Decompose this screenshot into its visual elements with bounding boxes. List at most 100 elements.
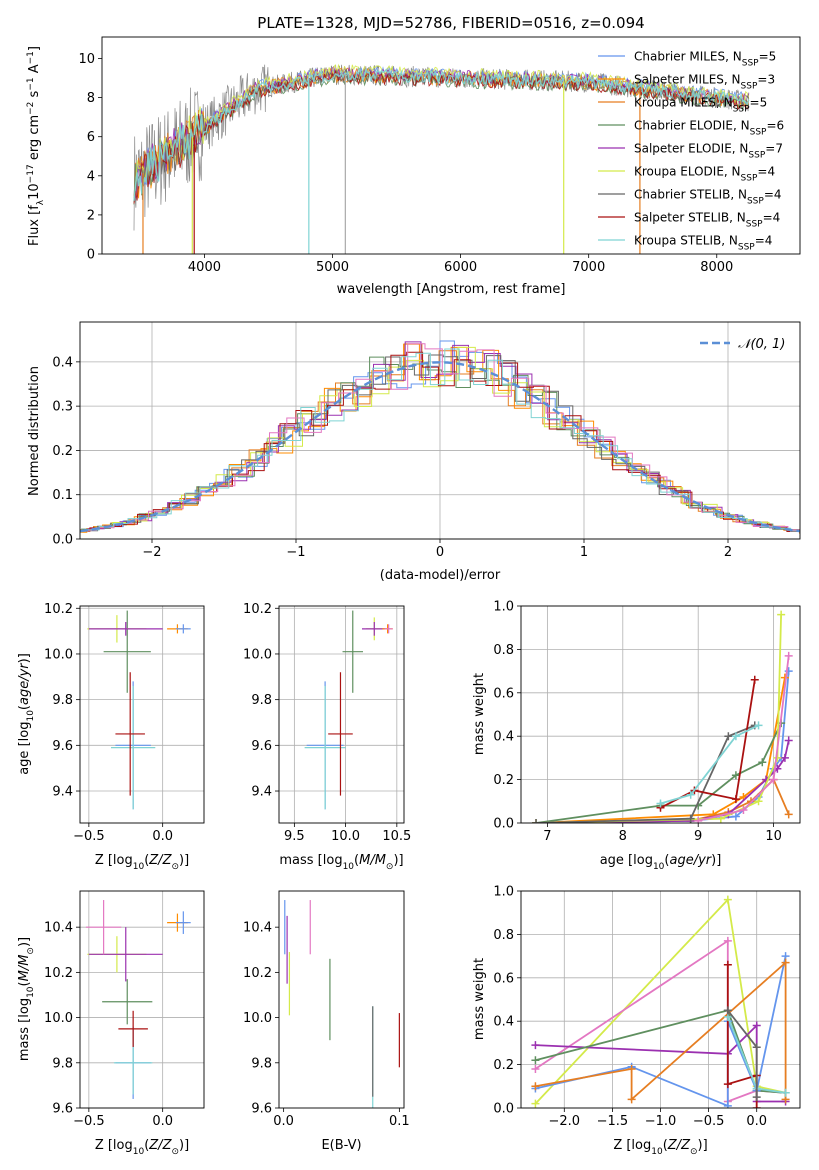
weight-marker — [781, 1088, 790, 1097]
x-tick-label: 2 — [724, 545, 732, 560]
weight-line — [660, 679, 756, 809]
weight-marker — [769, 775, 778, 784]
weight-series — [532, 610, 793, 823]
spectrum-lines — [133, 63, 750, 254]
y-tick-label: 0.0 — [493, 1102, 514, 1117]
residual-histogram — [80, 356, 800, 532]
weight-line — [726, 964, 758, 1108]
y-tick-label: 0.1 — [52, 488, 73, 503]
x-tick-label: 0.0 — [273, 1114, 294, 1129]
y-tick-label: 10.0 — [44, 1011, 73, 1026]
legend-entry: Kroupa STELIB, NSSP=4 — [634, 234, 772, 253]
y-axis-label: mass weight — [472, 958, 487, 1040]
x-tick-label: 8000 — [700, 260, 733, 275]
x-tick-label: 9.5 — [284, 829, 305, 844]
weight-line — [536, 724, 756, 823]
weight-marker — [758, 758, 767, 767]
weight-line — [534, 897, 786, 1105]
weight-marker — [784, 736, 793, 745]
x-tick-label: 10 — [765, 829, 782, 844]
y-tick-label: 9.6 — [251, 739, 272, 754]
weight-marker — [752, 1093, 761, 1102]
y-tick-label: 4 — [87, 169, 95, 184]
weight-line — [660, 724, 759, 805]
massweight-metallicity-axes: −2.0 −1.5 −1.0 −0.5 0.0 0.0 0.2 0.4 0.6 0.8 1.0 — [493, 885, 801, 1129]
weight-series — [531, 895, 790, 1108]
weight-marker — [781, 958, 790, 967]
massweight-age-axes: 7 8 9 10 0.0 0.2 0.4 0.6 0.8 1.0 — [493, 600, 801, 844]
x-axis-label: wavelength [Angstrom, rest frame] — [337, 282, 566, 297]
legend-entry: Chabrier STELIB, NSSP=4 — [634, 188, 782, 207]
x-tick-label: −1 — [286, 545, 305, 560]
weight-marker — [723, 1006, 732, 1015]
legend-entry: Kroupa ELODIE, NSSP=4 — [634, 165, 775, 184]
chart-title: PLATE=1328, MJD=52786, FIBERID=0516, z=0… — [257, 14, 644, 32]
weight-marker — [531, 1064, 540, 1073]
y-tick-label: 9.4 — [52, 785, 73, 800]
weight-marker — [723, 936, 732, 945]
error-bars — [284, 900, 400, 1108]
weight-marker — [754, 797, 763, 806]
legend-entry: Salpeter MILES, NSSP=3 — [634, 73, 775, 92]
weight-marker — [739, 805, 748, 814]
y-tick-label: 1.0 — [493, 885, 514, 900]
y-axis-label: Flux [fλ10−17 erg cm−2 s−1 A−1] — [26, 46, 46, 246]
x-axis-label: (data-model)/error — [380, 568, 501, 583]
axes-frame — [520, 605, 801, 824]
y-tick-label: 9.8 — [52, 693, 73, 708]
x-tick-label: 8 — [619, 829, 627, 844]
x-tick-label: 10.5 — [382, 829, 411, 844]
mass-extinction-axes: 0.0 0.1 9.6 9.8 10.0 10.2 10.4 — [243, 890, 410, 1129]
x-tick-label: 7 — [543, 829, 551, 844]
y-tick-label: 10 — [78, 52, 95, 67]
y-tick-label: 9.6 — [251, 1102, 272, 1117]
legend: Chabrier MILES, NSSP=5 Salpeter MILES, NS… — [598, 50, 784, 253]
x-tick-label: −2 — [142, 545, 161, 560]
y-tick-label: 0.2 — [52, 444, 73, 459]
weight-line — [536, 740, 790, 823]
y-tick-label: 0.4 — [493, 730, 514, 745]
x-axis-label: Z [log10(Z/Z⊙)] — [613, 1138, 707, 1157]
axes-frame — [278, 605, 405, 824]
y-tick-label: 1.0 — [493, 600, 514, 615]
spectrum-axes: 4000 5000 6000 7000 8000 0 2 4 6 8 10 — [78, 36, 801, 275]
model-spectrum — [133, 69, 750, 204]
y-tick-label: 0.4 — [493, 1015, 514, 1030]
x-tick-label: 0.1 — [389, 1114, 410, 1129]
histogram-axes: −2 −1 0 1 2 0.0 0.1 0.2 0.3 0.4 — [52, 321, 801, 560]
y-tick-label: 10.2 — [44, 966, 73, 981]
x-tick-label: 0.0 — [746, 1114, 767, 1129]
error-bars — [87, 610, 191, 810]
model-spectrum — [133, 67, 750, 201]
weight-marker — [627, 1095, 636, 1104]
mass-metallicity-axes: −0.5 0.0 9.6 9.8 10.0 10.2 10.4 — [44, 890, 205, 1129]
y-axis-label: Normed distribution — [27, 366, 42, 496]
legend-entry: Kroupa MILES, NSSP=5 — [634, 96, 767, 115]
y-tick-label: 10.2 — [243, 602, 272, 617]
y-tick-label: 10.0 — [44, 647, 73, 662]
legend-entry: Salpeter STELIB, NSSP=4 — [634, 211, 780, 230]
y-tick-label: 10.2 — [243, 966, 272, 981]
x-tick-label: 9 — [694, 829, 702, 844]
y-tick-label: 9.4 — [251, 785, 272, 800]
y-tick-label: 0 — [87, 248, 95, 263]
model-spectrum — [133, 69, 750, 203]
weight-marker — [531, 1099, 540, 1108]
axes-frame — [101, 36, 801, 255]
x-axis-label: Z [log10(Z/Z⊙)] — [95, 1138, 189, 1157]
axes-frame — [278, 890, 405, 1109]
weight-marker — [627, 1064, 636, 1073]
x-axis-label: age [log10(age/yr)] — [600, 853, 722, 872]
residual-histogram — [80, 348, 800, 532]
y-tick-label: 10.0 — [243, 1011, 272, 1026]
x-tick-label: 1 — [580, 545, 588, 560]
y-axis-label: mass [log10(M/M⊙)] — [17, 937, 36, 1061]
x-tick-label: 4000 — [188, 260, 221, 275]
error-bars — [304, 610, 393, 810]
weight-marker — [780, 753, 789, 762]
weight-marker — [777, 610, 786, 619]
weight-marker — [731, 732, 740, 741]
gaussian-curve — [80, 361, 800, 533]
weight-marker — [531, 1056, 540, 1065]
